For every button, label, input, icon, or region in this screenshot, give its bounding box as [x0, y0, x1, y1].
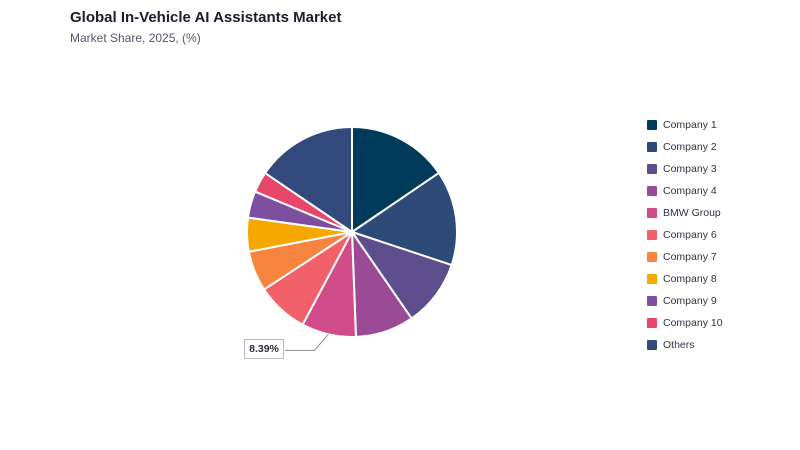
legend-item-company-7[interactable]: Company 7	[647, 246, 723, 268]
legend-item-bmw-group[interactable]: BMW Group	[647, 202, 723, 224]
data-label-bmw-group: 8.39%	[244, 339, 284, 359]
legend-label: Company 4	[663, 185, 717, 197]
legend-label: Company 7	[663, 251, 717, 263]
legend-label: Company 8	[663, 273, 717, 285]
legend-item-company-10[interactable]: Company 10	[647, 312, 723, 334]
legend-swatch	[647, 120, 657, 130]
legend-label: Company 10	[663, 317, 723, 329]
legend-swatch	[647, 340, 657, 350]
pie-slice-others[interactable]	[264, 126, 353, 233]
legend-item-others[interactable]: Others	[647, 334, 723, 356]
legend-swatch	[647, 296, 657, 306]
legend-label: Company 1	[663, 119, 717, 131]
chart-title: Global In-Vehicle AI Assistants Market	[70, 9, 342, 26]
legend-label: Company 3	[663, 163, 717, 175]
legend-item-company-9[interactable]: Company 9	[647, 290, 723, 312]
pie-slice-company-1[interactable]	[351, 126, 440, 233]
legend-swatch	[647, 252, 657, 262]
legend-label: Company 2	[663, 141, 717, 153]
pie-slice-company-2[interactable]	[351, 171, 458, 267]
legend-label: Others	[663, 339, 695, 351]
legend-item-company-1[interactable]: Company 1	[647, 114, 723, 136]
legend-swatch	[647, 318, 657, 328]
legend-item-company-3[interactable]: Company 3	[647, 158, 723, 180]
legend-item-company-2[interactable]: Company 2	[647, 136, 723, 158]
legend-label: BMW Group	[663, 207, 721, 219]
legend-swatch	[647, 208, 657, 218]
legend-item-company-4[interactable]: Company 4	[647, 180, 723, 202]
legend-swatch	[647, 164, 657, 174]
legend-swatch	[647, 230, 657, 240]
legend-swatch	[647, 274, 657, 284]
legend-label: Company 9	[663, 295, 717, 307]
legend-item-company-6[interactable]: Company 6	[647, 224, 723, 246]
legend-label: Company 6	[663, 229, 717, 241]
legend-swatch	[647, 186, 657, 196]
legend: Company 1 Company 2 Company 3 Company 4 BMW …	[647, 114, 723, 356]
callout-leader-line	[285, 334, 329, 351]
legend-item-company-8[interactable]: Company 8	[647, 268, 723, 290]
legend-swatch	[647, 142, 657, 152]
chart-subtitle: Market Share, 2025, (%)	[70, 31, 201, 45]
